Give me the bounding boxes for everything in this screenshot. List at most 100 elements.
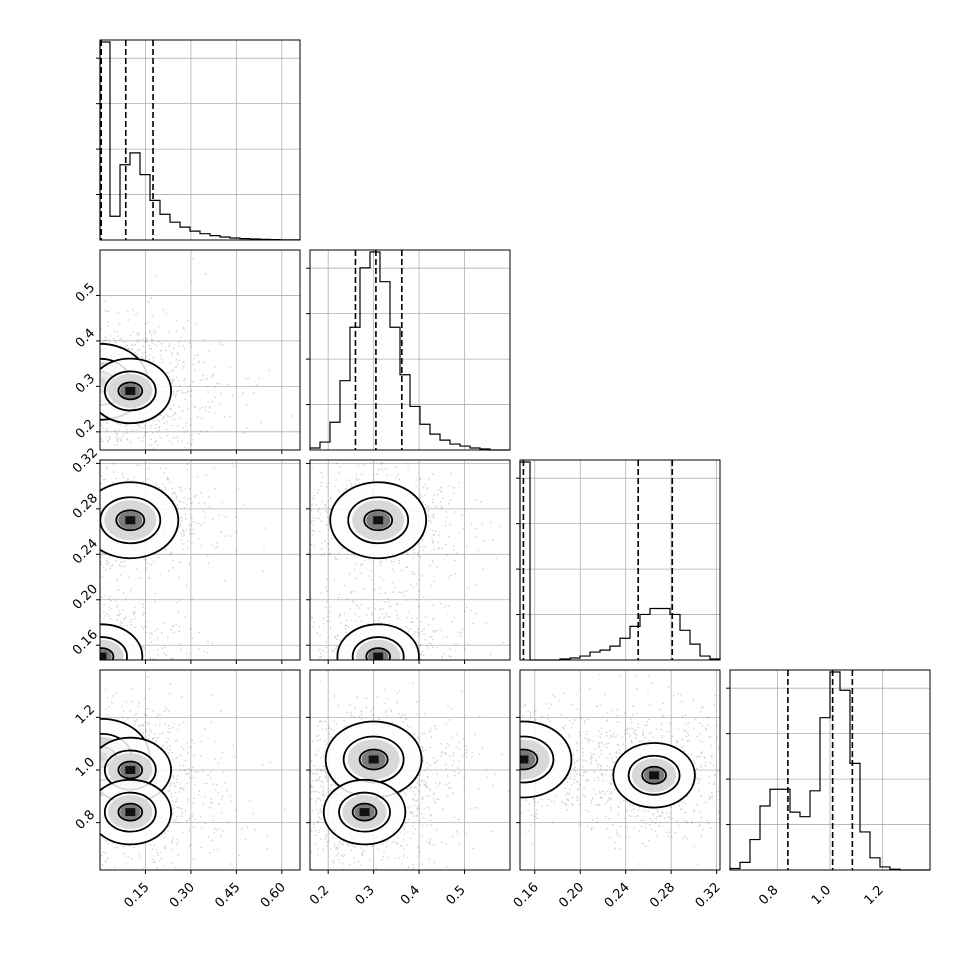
x-tick-label-3-2: 1.2	[862, 883, 887, 908]
contour-inner	[100, 647, 115, 660]
x-tick-label-1-3: 0.5	[443, 883, 468, 908]
x-tick-label-3-0: 0.8	[756, 883, 781, 908]
scatter-samples	[520, 673, 720, 870]
contour-inner	[351, 802, 378, 822]
scatter-samples	[310, 462, 505, 660]
x-tick-label-1-2: 0.4	[398, 883, 423, 908]
contour-outer	[100, 778, 172, 846]
density-peak	[125, 808, 136, 817]
y-tick-label-1-1: 0.3	[73, 371, 98, 396]
y-tick-label-2-1: 0.20	[70, 582, 101, 613]
panel-frame	[309, 459, 511, 661]
panel-contents	[100, 460, 300, 660]
x-tick-label-0-0: 0.15	[121, 880, 152, 911]
contour-outer	[329, 481, 428, 560]
scatter-panel-2-3	[516, 669, 721, 874]
contour-inner	[115, 509, 146, 532]
contour-inner	[520, 748, 539, 771]
density-peak	[125, 766, 136, 774]
panel-frame	[729, 669, 931, 871]
density-peak	[649, 771, 660, 780]
panel-contents	[310, 460, 510, 660]
x-tick-label-3-1: 1.0	[809, 883, 834, 908]
scatter-samples	[100, 258, 293, 450]
density-peak	[520, 755, 529, 764]
x-tick-label-2-2: 0.24	[602, 880, 633, 911]
y-tick-label-3-1: 1.0	[73, 755, 98, 780]
panel-contents	[100, 250, 300, 450]
panel-frame	[99, 39, 301, 241]
panel-contents	[520, 670, 720, 870]
y-tick-label-2-3: 0.28	[70, 491, 101, 522]
y-tick-label-2-4: 0.32	[70, 445, 101, 476]
contour-inner	[117, 381, 144, 401]
contour-middle	[103, 791, 157, 833]
panel-frame	[519, 669, 721, 871]
x-tick-label-1-1: 0.3	[353, 883, 378, 908]
contour-outer	[100, 357, 172, 425]
contour-middle	[347, 496, 410, 545]
histogram-panel-1	[306, 249, 511, 451]
contour-inner	[358, 748, 389, 771]
scatter-panel-1-2	[306, 459, 511, 664]
contour-outer	[612, 742, 696, 809]
histogram-panel-3	[726, 669, 931, 871]
y-tick-label-3-0: 0.8	[73, 808, 98, 833]
histogram-panel-0	[96, 39, 301, 241]
contour-middle	[338, 791, 391, 833]
scatter-panel-1-3	[306, 669, 511, 874]
contour-inner	[117, 802, 144, 822]
density-peak	[373, 516, 384, 525]
y-tick-label-2-0: 0.16	[70, 627, 101, 658]
panel-frame	[99, 669, 301, 871]
x-tick-label-2-4: 0.32	[693, 880, 724, 911]
histogram-steps	[309, 251, 510, 451]
panel-frame	[309, 249, 511, 451]
scatter-panel-0-1	[96, 249, 301, 454]
panel-frame	[309, 669, 511, 871]
y-tick-label-1-0: 0.2	[73, 417, 98, 442]
contour-outer	[100, 623, 144, 660]
x-tick-label-1-0: 0.2	[307, 883, 332, 908]
y-tick-label-2-2: 0.24	[70, 536, 101, 567]
panel-contents	[100, 670, 300, 870]
x-tick-label-2-3: 0.28	[647, 880, 678, 911]
histogram-steps	[99, 41, 301, 241]
contour-middle	[627, 754, 681, 796]
x-tick-label-0-2: 0.45	[212, 880, 243, 911]
contour-middle	[100, 636, 128, 660]
contour-middle	[520, 735, 555, 784]
density-peak	[100, 652, 107, 660]
scatter-panel-0-2	[96, 459, 301, 664]
histogram-steps	[729, 671, 930, 871]
density-peak	[373, 652, 384, 660]
contour-middle	[103, 370, 157, 412]
contour-inner	[365, 647, 391, 660]
scatter-samples	[100, 462, 266, 660]
y-tick-label-3-2: 1.2	[73, 702, 98, 727]
histogram-steps	[519, 461, 721, 661]
contour-middle	[351, 636, 405, 660]
contour-inner	[363, 509, 394, 532]
density-peak	[359, 808, 370, 817]
density-peak	[368, 755, 379, 764]
density-peak	[125, 386, 136, 395]
x-tick-label-2-0: 0.16	[511, 880, 542, 911]
contour-outer	[336, 623, 420, 660]
contour-outer	[322, 778, 407, 846]
contour-outer	[520, 720, 573, 799]
panel-frame	[519, 459, 721, 661]
x-tick-label-0-1: 0.30	[167, 880, 198, 911]
scatter-panel-0-3	[96, 669, 301, 874]
x-tick-label-2-1: 0.20	[556, 880, 587, 911]
x-tick-label-0-3: 0.60	[258, 880, 289, 911]
y-tick-label-1-3: 0.5	[73, 280, 98, 305]
density-peak	[125, 516, 136, 525]
contour-inner	[641, 765, 667, 785]
y-tick-label-1-2: 0.4	[73, 326, 98, 351]
contour-inner	[117, 760, 144, 780]
histogram-panel-2	[516, 459, 721, 661]
contour-outer	[100, 481, 180, 560]
panel-frame	[99, 249, 301, 451]
